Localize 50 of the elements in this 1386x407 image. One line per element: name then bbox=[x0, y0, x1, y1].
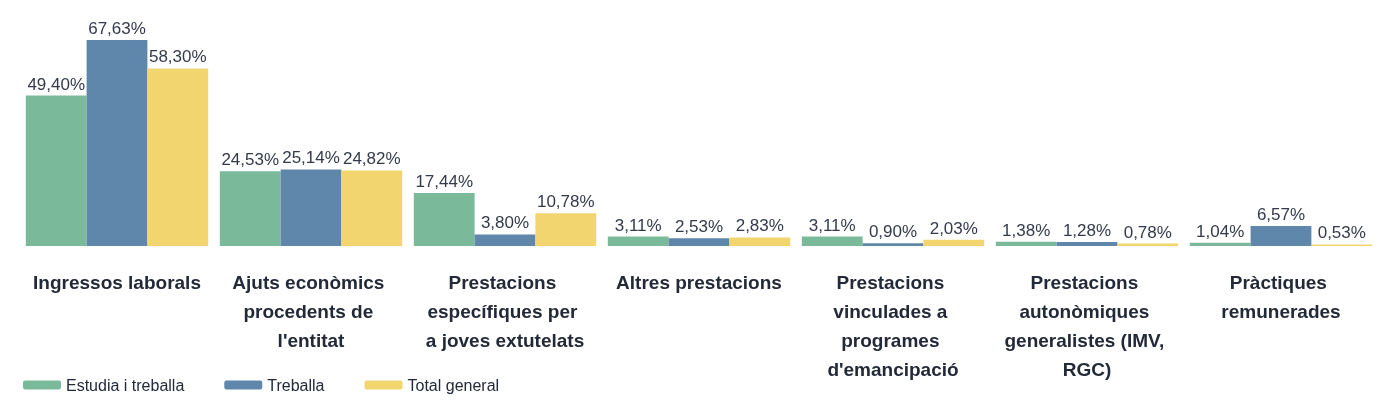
bar bbox=[219, 171, 281, 246]
bar bbox=[862, 243, 924, 246]
bar bbox=[729, 237, 791, 246]
data-label: 1,28% bbox=[1062, 221, 1112, 241]
bar bbox=[474, 234, 536, 246]
bar bbox=[668, 238, 730, 246]
bar bbox=[341, 170, 403, 246]
data-label: 0,78% bbox=[1123, 222, 1172, 242]
bar bbox=[413, 192, 475, 246]
bar bbox=[1056, 242, 1118, 246]
data-label: 2,53% bbox=[674, 217, 724, 237]
bar bbox=[86, 40, 148, 246]
bar bbox=[147, 68, 209, 246]
data-label: 6,57% bbox=[1256, 204, 1306, 224]
data-label: 3,11% bbox=[808, 215, 856, 235]
bar bbox=[1250, 225, 1312, 246]
x-tick-label: Prestacions vinculades a programes d'emancipació bbox=[827, 272, 959, 380]
x-tick-label: Prestacions autonòmiques generalistes (IMV, RGC) bbox=[1004, 272, 1170, 380]
data-label: 67,63% bbox=[88, 19, 146, 38]
bar bbox=[535, 213, 597, 246]
bar bbox=[801, 236, 863, 246]
data-label: 0,90% bbox=[868, 222, 918, 242]
data-label: 49,40% bbox=[27, 74, 86, 94]
legend-label: Treballa bbox=[267, 376, 325, 394]
x-tick-label: Altres prestacions bbox=[616, 272, 782, 293]
data-label: 58,30% bbox=[148, 47, 207, 67]
data-label: 17,44% bbox=[415, 171, 474, 191]
x-tick-label: Prestacions específiques per a joves extutelats bbox=[425, 272, 585, 351]
data-label: 2,03% bbox=[929, 218, 978, 238]
bar bbox=[25, 95, 87, 246]
x-tick-label: Pràctiques remunerades bbox=[1221, 272, 1341, 322]
x-tick-label: Ingressos laborals bbox=[33, 272, 201, 293]
bar bbox=[280, 169, 342, 246]
bar bbox=[1189, 242, 1251, 246]
legend-label: Total general bbox=[407, 376, 500, 394]
x-tick-label: Ajuts econòmics procedents de l'entitat bbox=[232, 272, 390, 351]
data-label: 1,04% bbox=[1196, 221, 1245, 241]
data-label: 10,78% bbox=[536, 192, 595, 212]
data-label: 1,38% bbox=[1002, 220, 1051, 240]
bar bbox=[995, 241, 1057, 246]
bar bbox=[923, 239, 985, 246]
legend-label: Estudia i treballa bbox=[66, 376, 185, 394]
data-label: 25,14% bbox=[282, 148, 340, 168]
data-label: 2,83% bbox=[735, 216, 784, 236]
bar bbox=[607, 236, 669, 246]
data-label: 24,53% bbox=[221, 150, 280, 170]
data-label: 3,11% bbox=[614, 215, 662, 235]
data-label: 0,53% bbox=[1317, 223, 1366, 243]
data-label: 24,82% bbox=[342, 149, 401, 169]
data-label: 3,80% bbox=[480, 213, 530, 233]
